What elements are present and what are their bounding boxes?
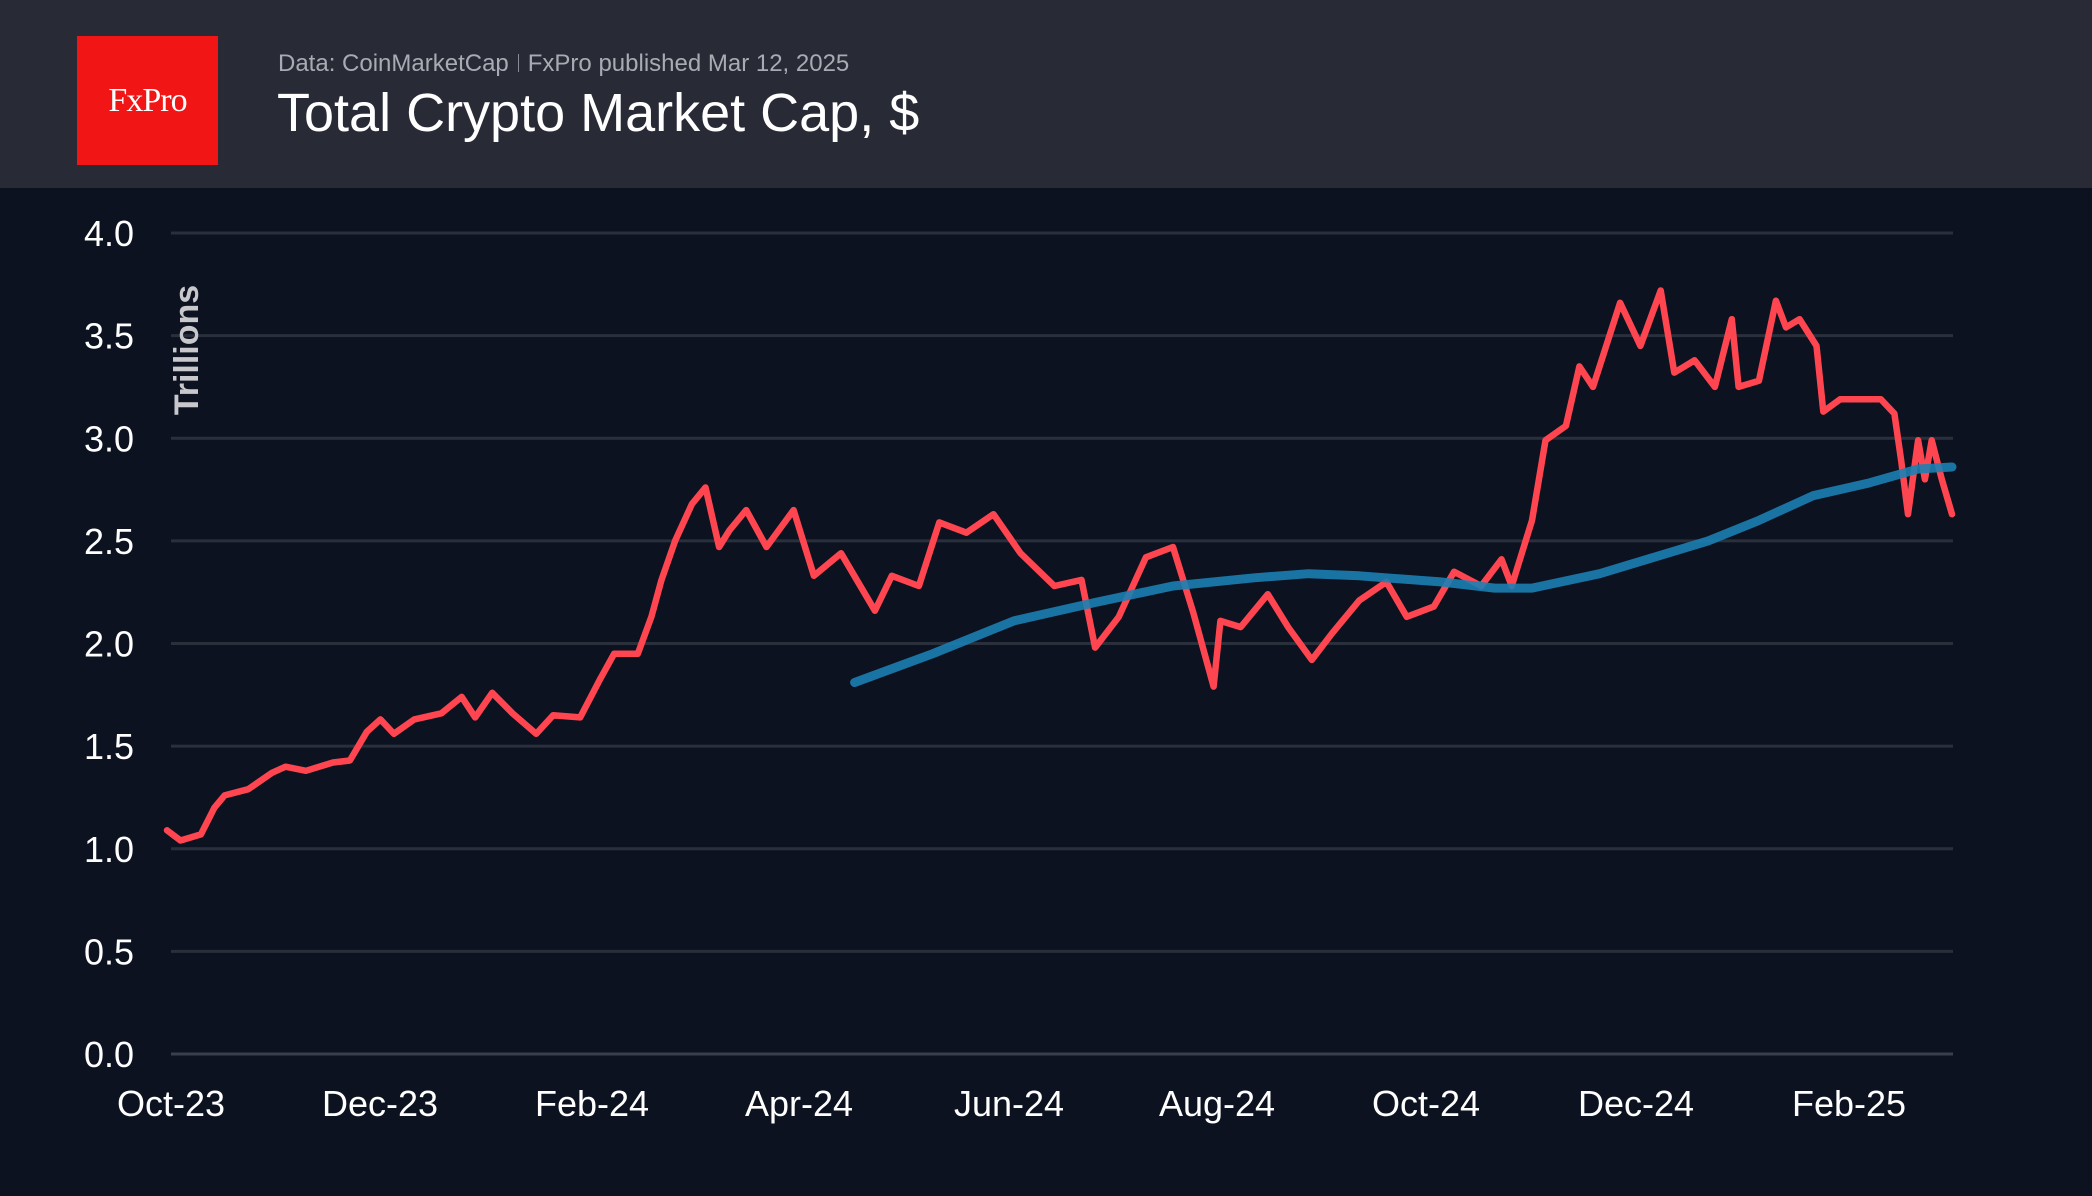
- x-tick-label: Oct-24: [1372, 1083, 1480, 1124]
- gridlines: [171, 231, 1953, 1056]
- x-tick-label: Dec-23: [322, 1083, 438, 1124]
- logo-text: FxPro: [108, 81, 187, 119]
- moving-average-line: [850, 462, 1957, 687]
- x-axis-ticks: Oct-23 Dec-23 Feb-24 Apr-24 Jun-24 Aug-24 Oct-…: [117, 1083, 1906, 1124]
- fxpro-logo: FxPro: [77, 36, 218, 165]
- y-tick-label: 1.0: [84, 829, 134, 870]
- y-axis-ticks: 0.0 0.5 1.0 1.5 2.0 2.5 3.0 3.5 4.0: [84, 213, 134, 1075]
- x-tick-label: Feb-24: [535, 1083, 649, 1124]
- x-tick-label: Feb-25: [1792, 1083, 1906, 1124]
- y-tick-label: 0.5: [84, 931, 134, 972]
- chart-subtitle: Data: CoinMarketCap FxPro published Mar 1…: [278, 50, 849, 78]
- y-tick-label: 3.0: [84, 418, 134, 459]
- series-lines: [163, 287, 1957, 844]
- y-tick-label: 1.5: [84, 726, 134, 767]
- y-tick-label: 2.5: [84, 521, 134, 562]
- x-tick-label: Apr-24: [745, 1083, 853, 1124]
- chart-header: FxPro Data: CoinMarketCap FxPro published…: [0, 0, 2092, 188]
- separator: [517, 54, 519, 72]
- y-axis-label: Trillions: [168, 285, 206, 415]
- data-source: Data: CoinMarketCap: [278, 50, 509, 77]
- x-tick-label: Jun-24: [954, 1083, 1064, 1124]
- publisher-note: FxPro published Mar 12, 2025: [527, 50, 850, 77]
- y-tick-label: 3.5: [84, 316, 134, 357]
- chart-title: Total Crypto Market Cap, $: [277, 83, 920, 143]
- y-tick-label: 2.0: [84, 624, 134, 665]
- x-tick-label: Oct-23: [117, 1083, 225, 1124]
- y-tick-label: 0.0: [84, 1034, 134, 1075]
- market-cap-line: [163, 287, 1956, 844]
- x-tick-label: Dec-24: [1578, 1083, 1694, 1124]
- x-tick-label: Aug-24: [1159, 1083, 1275, 1124]
- y-tick-label: 4.0: [84, 213, 134, 254]
